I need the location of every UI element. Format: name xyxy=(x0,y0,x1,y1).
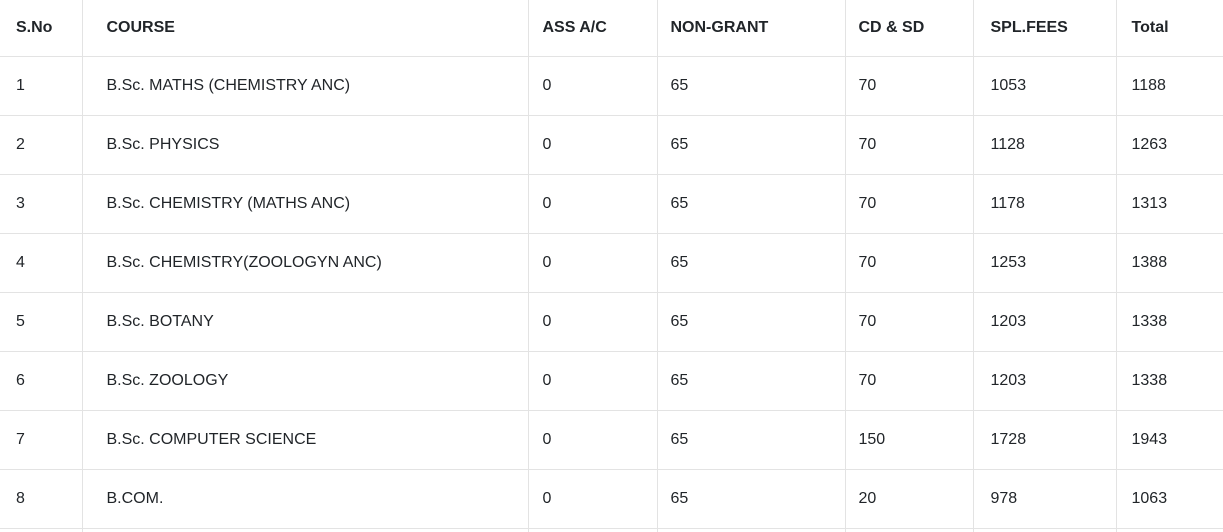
cell-spl_fees: 1203 xyxy=(972,351,1116,411)
table-row: 1 B.Sc. MATHS (CHEMISTRY ANC) 0 65 70 1053 118… xyxy=(0,56,1223,116)
table-body: 1 B.Sc. MATHS (CHEMISTRY ANC) 0 65 70 1053 118… xyxy=(0,56,1223,532)
cell-cd_sd: 70 xyxy=(844,292,973,352)
cell-sno: 1 xyxy=(0,56,82,116)
column-header-ass-ac: ASS A/C xyxy=(527,0,657,57)
partial-cell xyxy=(972,528,1116,532)
cell-spl_fees: 1178 xyxy=(972,174,1116,234)
cell-spl_fees: 1253 xyxy=(972,233,1116,293)
cell-ass_ac: 0 xyxy=(527,174,657,234)
table-row: 5 B.Sc. BOTANY 0 65 70 1203 1338 xyxy=(0,292,1223,352)
partial-cell xyxy=(527,528,657,532)
cell-ass_ac: 0 xyxy=(527,56,657,116)
cell-spl_fees: 978 xyxy=(972,469,1116,529)
table-row: 7 B.Sc. COMPUTER SCIENCE 0 65 150 1728 1943 xyxy=(0,410,1223,470)
partial-cell xyxy=(1115,528,1223,532)
cell-non_grant: 65 xyxy=(656,56,845,116)
cell-ass_ac: 0 xyxy=(527,233,657,293)
table-row: 3 B.Sc. CHEMISTRY (MATHS ANC) 0 65 70 1178 131… xyxy=(0,174,1223,234)
cell-course: B.Sc. COMPUTER SCIENCE xyxy=(81,410,528,470)
header-row: S.No COURSE ASS A/C NON-GRANT CD & SD SP… xyxy=(0,0,1223,57)
cell-sno: 5 xyxy=(0,292,82,352)
column-header-course: COURSE xyxy=(81,0,528,57)
cell-ass_ac: 0 xyxy=(527,115,657,175)
cell-spl_fees: 1728 xyxy=(972,410,1116,470)
partial-cell xyxy=(844,528,973,532)
cell-course: B.Sc. MATHS (CHEMISTRY ANC) xyxy=(81,56,528,116)
cell-ass_ac: 0 xyxy=(527,410,657,470)
cell-cd_sd: 150 xyxy=(844,410,973,470)
cell-total: 1338 xyxy=(1115,351,1223,411)
partial-row xyxy=(0,528,1223,532)
column-header-cd-sd: CD & SD xyxy=(844,0,973,57)
cell-ass_ac: 0 xyxy=(527,469,657,529)
cell-total: 1263 xyxy=(1115,115,1223,175)
cell-non_grant: 65 xyxy=(656,469,845,529)
column-header-total: Total xyxy=(1115,0,1223,57)
cell-cd_sd: 70 xyxy=(844,233,973,293)
table-row: 4 B.Sc. CHEMISTRY(ZOOLOGYN ANC) 0 65 70 1253 1… xyxy=(0,233,1223,293)
table-row: 2 B.Sc. PHYSICS 0 65 70 1128 1263 xyxy=(0,115,1223,175)
cell-sno: 8 xyxy=(0,469,82,529)
cell-non_grant: 65 xyxy=(656,410,845,470)
cell-ass_ac: 0 xyxy=(527,292,657,352)
partial-cell xyxy=(656,528,845,532)
cell-sno: 6 xyxy=(0,351,82,411)
cell-course: B.COM. xyxy=(81,469,528,529)
cell-total: 1063 xyxy=(1115,469,1223,529)
partial-cell xyxy=(0,528,82,532)
cell-cd_sd: 70 xyxy=(844,174,973,234)
table-row: 6 B.Sc. ZOOLOGY 0 65 70 1203 1338 xyxy=(0,351,1223,411)
cell-non_grant: 65 xyxy=(656,292,845,352)
cell-course: B.Sc. PHYSICS xyxy=(81,115,528,175)
cell-total: 1338 xyxy=(1115,292,1223,352)
cell-spl_fees: 1053 xyxy=(972,56,1116,116)
cell-spl_fees: 1128 xyxy=(972,115,1116,175)
cell-cd_sd: 70 xyxy=(844,56,973,116)
cell-course: B.Sc. CHEMISTRY(ZOOLOGYN ANC) xyxy=(81,233,528,293)
cell-total: 1313 xyxy=(1115,174,1223,234)
cell-cd_sd: 70 xyxy=(844,115,973,175)
cell-cd_sd: 70 xyxy=(844,351,973,411)
cell-total: 1943 xyxy=(1115,410,1223,470)
cell-non_grant: 65 xyxy=(656,351,845,411)
cell-spl_fees: 1203 xyxy=(972,292,1116,352)
cell-sno: 2 xyxy=(0,115,82,175)
column-header-spl-fees: SPL.FEES xyxy=(972,0,1116,57)
cell-non_grant: 65 xyxy=(656,174,845,234)
cell-non_grant: 65 xyxy=(656,233,845,293)
cell-sno: 7 xyxy=(0,410,82,470)
partial-cell xyxy=(81,528,528,532)
cell-sno: 4 xyxy=(0,233,82,293)
cell-ass_ac: 0 xyxy=(527,351,657,411)
cell-non_grant: 65 xyxy=(656,115,845,175)
cell-course: B.Sc. BOTANY xyxy=(81,292,528,352)
cell-course: B.Sc. CHEMISTRY (MATHS ANC) xyxy=(81,174,528,234)
column-header-sno: S.No xyxy=(0,0,82,57)
cell-total: 1188 xyxy=(1115,56,1223,116)
cell-course: B.Sc. ZOOLOGY xyxy=(81,351,528,411)
cell-total: 1388 xyxy=(1115,233,1223,293)
cell-cd_sd: 20 xyxy=(844,469,973,529)
cell-sno: 3 xyxy=(0,174,82,234)
table-row: 8 B.COM. 0 65 20 978 1063 xyxy=(0,469,1223,529)
column-header-non-grant: NON-GRANT xyxy=(656,0,845,57)
